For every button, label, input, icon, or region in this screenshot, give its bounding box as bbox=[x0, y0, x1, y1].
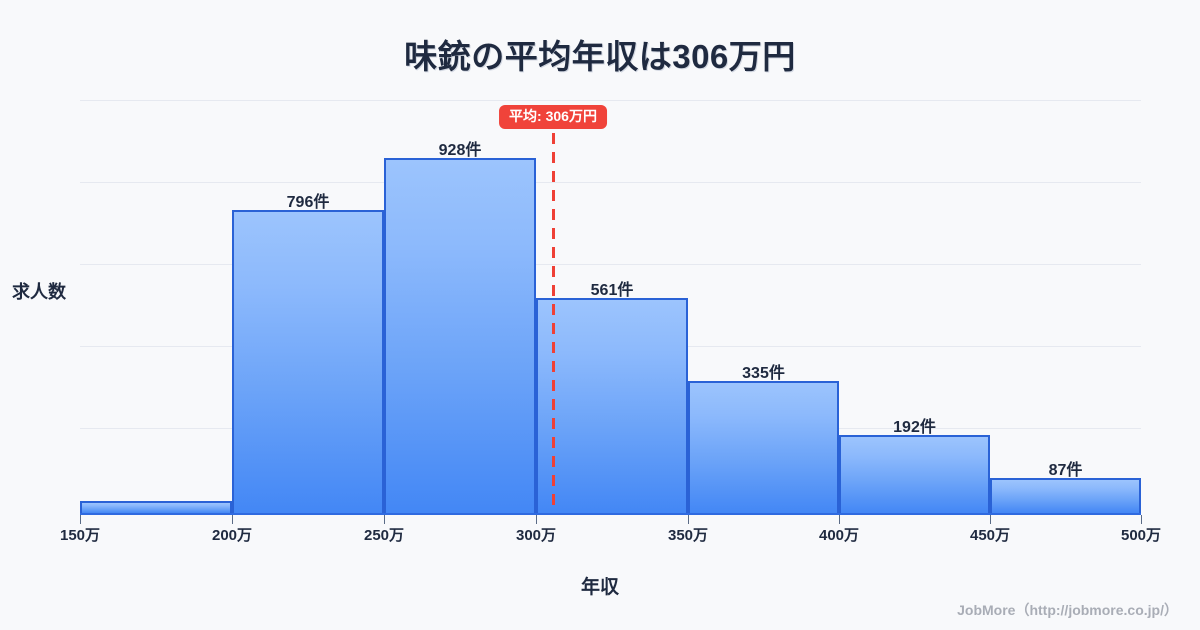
bar-300-350[interactable] bbox=[536, 298, 688, 515]
bar-200-250[interactable] bbox=[232, 210, 384, 515]
x-axis-title: 年収 bbox=[580, 577, 619, 598]
x-tick-mark bbox=[1141, 515, 1142, 524]
page-title: 味銃の平均年収は306万円 bbox=[404, 38, 796, 75]
gridline bbox=[80, 182, 1141, 183]
x-tick-mark bbox=[839, 515, 840, 524]
x-tick-mark bbox=[990, 515, 991, 524]
bar-value-label: 928件 bbox=[438, 142, 482, 159]
x-tick-label: 500万 bbox=[1120, 527, 1162, 544]
bar-450-500[interactable] bbox=[990, 478, 1141, 515]
x-tick-label: 250万 bbox=[363, 527, 405, 544]
average-line bbox=[552, 133, 555, 515]
bar-value-label: 192件 bbox=[893, 419, 936, 436]
x-tick-mark bbox=[80, 515, 81, 524]
x-tick-label: 350万 bbox=[667, 527, 709, 544]
x-tick-mark bbox=[232, 515, 233, 524]
x-tick-label: 450万 bbox=[969, 527, 1011, 544]
bar-400-450[interactable] bbox=[839, 435, 990, 515]
footer-credit: JobMore（http://jobmore.co.jp/） bbox=[957, 602, 1178, 618]
x-tick-label: 150万 bbox=[59, 527, 101, 544]
bar-value-label: 561件 bbox=[590, 282, 634, 299]
x-tick-label: 400万 bbox=[818, 527, 860, 544]
bar-value-label: 796件 bbox=[286, 194, 330, 211]
x-tick-label: 300万 bbox=[515, 527, 557, 544]
bar-value-label: 335件 bbox=[742, 365, 785, 382]
y-axis-title: 求人数 bbox=[12, 282, 66, 302]
bar-250-300[interactable] bbox=[384, 158, 536, 515]
x-tick-mark bbox=[536, 515, 537, 524]
x-tick-mark bbox=[384, 515, 385, 524]
x-tick-label: 200万 bbox=[211, 527, 253, 544]
bar-value-label: 87件 bbox=[1048, 462, 1083, 479]
bar-350-400[interactable] bbox=[688, 381, 839, 515]
average-badge: 平均: 306万円 bbox=[499, 105, 607, 130]
gridline bbox=[80, 100, 1141, 101]
x-axis-line bbox=[80, 513, 1141, 515]
x-tick-mark bbox=[688, 515, 689, 524]
gridline bbox=[80, 264, 1141, 265]
